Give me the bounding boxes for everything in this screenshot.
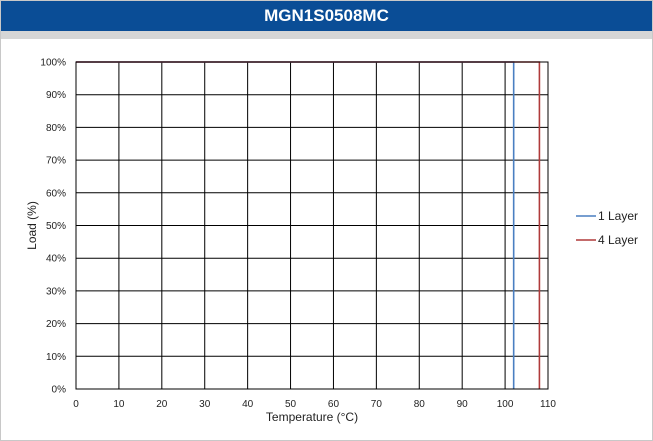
y-tick-label: 40% (46, 254, 66, 265)
y-axis-label: Load (%) (25, 201, 39, 250)
x-tick-label: 100 (497, 399, 514, 410)
x-tick-label: 30 (199, 399, 211, 410)
x-tick-label: 0 (73, 399, 79, 410)
x-tick-label: 70 (371, 399, 383, 410)
x-axis-label: Temperature (°C) (266, 410, 358, 424)
y-tick-label: 50% (46, 221, 66, 232)
y-tick-label: 30% (46, 286, 66, 297)
x-tick-label: 40 (242, 399, 254, 410)
y-tick-labels: 0% 10% 20% 30% 40% 50% 60% 70% 80% 90% 100% (40, 58, 66, 396)
x-tick-label: 90 (457, 399, 469, 410)
y-tick-label: 80% (46, 123, 66, 134)
x-tick-label: 50 (285, 399, 297, 410)
y-tick-label: 10% (46, 352, 66, 363)
y-tick-label: 90% (46, 90, 66, 101)
x-tick-label: 20 (156, 399, 168, 410)
x-tick-label: 80 (414, 399, 426, 410)
x-tick-label: 10 (113, 399, 125, 410)
legend-label-1-layer: 1 Layer (598, 209, 638, 223)
y-tick-label: 0% (52, 385, 67, 396)
plot-border (75, 61, 549, 390)
y-tick-label: 60% (46, 188, 66, 199)
title-divider (1, 31, 652, 39)
y-tick-label: 100% (40, 58, 66, 69)
x-tick-label: 60 (328, 399, 340, 410)
chart-title: MGN1S0508MC (1, 1, 652, 31)
legend: 1 Layer 4 Layer (576, 209, 638, 247)
grid-lines (75, 61, 549, 390)
legend-label-4-layer: 4 Layer (598, 233, 638, 247)
x-tick-labels: 0 10 20 30 40 50 60 70 80 90 100 110 (73, 399, 556, 410)
y-tick-label: 20% (46, 319, 66, 330)
x-tick-label: 110 (540, 399, 556, 410)
y-tick-label: 70% (46, 156, 66, 167)
